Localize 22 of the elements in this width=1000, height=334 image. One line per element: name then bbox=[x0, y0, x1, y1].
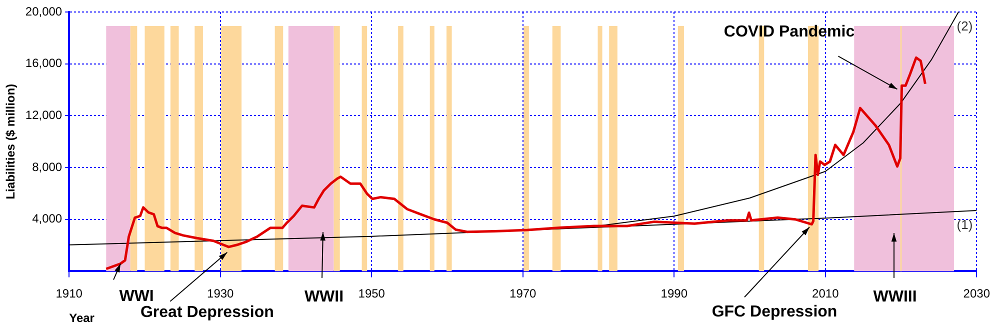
y-axis-title: Liabilities ($ million) bbox=[4, 84, 18, 200]
y-tick-label: 16,000 bbox=[25, 56, 62, 70]
x-tick-label: 2010 bbox=[812, 286, 840, 301]
y-tick-label: 12,000 bbox=[25, 108, 62, 122]
x-tick-label: 1990 bbox=[660, 286, 688, 301]
series-label: (2) bbox=[956, 18, 973, 34]
text: WWIII bbox=[873, 288, 917, 306]
x-tick-label: 2030 bbox=[963, 286, 990, 301]
annotation: COVID Pandemic bbox=[724, 24, 855, 41]
text: WWII bbox=[304, 288, 344, 306]
series-label: (1) bbox=[956, 217, 973, 232]
annotation: WWI bbox=[119, 288, 154, 306]
x-tick-label: 1930 bbox=[207, 286, 234, 301]
x-tick-label: 1910 bbox=[56, 286, 83, 301]
x-tick-label: 1970 bbox=[510, 286, 537, 301]
y-tick-label: 20,000 bbox=[25, 4, 62, 18]
annotation: GFC Depression bbox=[712, 304, 838, 321]
x-axis-title: Year bbox=[69, 311, 95, 326]
y-tick-label: 8,000 bbox=[32, 160, 62, 174]
x-tick-label: 1950 bbox=[358, 286, 386, 301]
y-tick-label: 4,000 bbox=[32, 212, 62, 226]
annotation: Great Depression bbox=[140, 304, 274, 321]
